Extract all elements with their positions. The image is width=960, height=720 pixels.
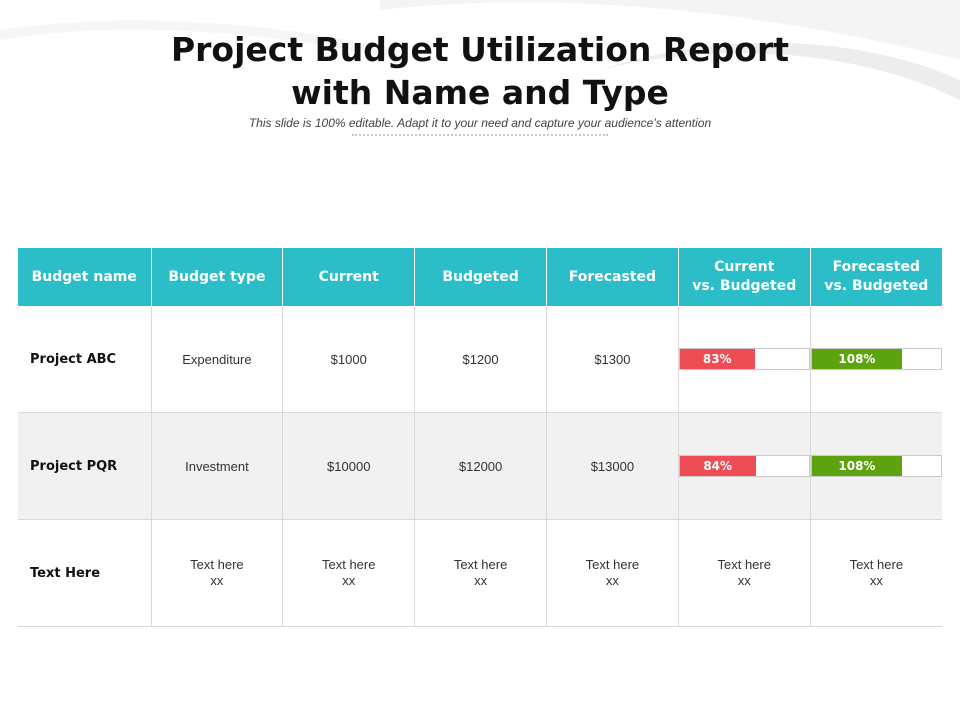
cell-current: $1000 (282, 306, 415, 413)
header-label: Forecasted (832, 259, 920, 275)
header-forecasted-vs-budgeted: Forecasted vs. Budgeted (809, 248, 942, 306)
header-budgeted: Budgeted (414, 248, 547, 306)
subtitle: This slide is 100% editable. Adapt it to… (248, 116, 712, 130)
cell-placeholder: Text here xx (809, 519, 942, 627)
cell-placeholder: Text here xx (150, 519, 283, 627)
cell-placeholder: Text here xx (677, 519, 811, 627)
header-current: Current (282, 248, 415, 306)
header-label: Budget type (168, 268, 266, 285)
placeholder-text: Text here (585, 557, 640, 572)
placeholder-subtext: xx (737, 573, 751, 588)
budget-table: Budget name Budget type Current Budgeted… (18, 248, 942, 627)
cell-budget-type: Investment (150, 412, 283, 520)
cell-budget-name: Project ABC (18, 306, 151, 413)
cell-forecasted-vs-budgeted: 108% (809, 412, 942, 520)
cell-budget-type: Expenditure (150, 306, 283, 413)
cell-placeholder: Text here xx (545, 519, 679, 627)
cell-budget-name: Text Here (18, 519, 151, 627)
title-line-1: Project Budget Utilization Report (170, 30, 790, 69)
progress-bar: 84% (678, 455, 810, 477)
header-label: Current (318, 268, 379, 285)
page-title: Project Budget Utilization Report with N… (0, 28, 960, 114)
table-header-row: Budget name Budget type Current Budgeted… (18, 248, 942, 306)
placeholder-text: Text here (849, 557, 904, 572)
progress-fill: 108% (811, 456, 903, 476)
progress-fill: 84% (679, 456, 756, 476)
cell-current: $10000 (282, 412, 415, 520)
cell-current-vs-budgeted: 83% (677, 306, 811, 413)
cell-budgeted: $1200 (414, 306, 547, 413)
progress-bar: 83% (678, 348, 810, 370)
header-forecasted: Forecasted (545, 248, 679, 306)
placeholder-text: Text here (190, 557, 244, 572)
placeholder-subtext: xx (605, 573, 619, 588)
placeholder-text: Text here (322, 557, 376, 572)
header-label: vs. Budgeted (824, 278, 929, 294)
subtitle-divider (352, 134, 608, 136)
header-label: Budgeted (442, 268, 519, 285)
header-label: Forecasted (568, 268, 657, 285)
placeholder-subtext: xx (474, 573, 488, 588)
header-budget-name: Budget name (18, 248, 151, 306)
progress-bar: 108% (810, 455, 942, 477)
placeholder-subtext: xx (210, 573, 224, 588)
progress-bar: 108% (810, 348, 942, 370)
header-current-vs-budgeted: Current vs. Budgeted (677, 248, 811, 306)
table-row: Project ABC Expenditure $1000 $1200 $130… (18, 306, 942, 413)
cell-forecasted: $13000 (545, 412, 679, 520)
header-label: Current (714, 259, 775, 275)
table-row: Text Here Text here xx Text here xx Text… (18, 519, 942, 627)
cell-placeholder: Text here xx (414, 519, 547, 627)
header-label: vs. Budgeted (692, 278, 797, 294)
cell-placeholder: Text here xx (282, 519, 415, 627)
cell-forecasted: $1300 (545, 306, 679, 413)
cell-budget-name: Project PQR (18, 412, 151, 520)
cell-budgeted: $12000 (414, 412, 547, 520)
header-budget-type: Budget type (150, 248, 283, 306)
title-line-2: with Name and Type (291, 73, 669, 112)
header-label: Budget name (31, 268, 137, 285)
placeholder-text: Text here (453, 557, 508, 572)
cell-current-vs-budgeted: 84% (677, 412, 811, 520)
cell-forecasted-vs-budgeted: 108% (809, 306, 942, 413)
placeholder-subtext: xx (869, 573, 883, 588)
placeholder-subtext: xx (342, 573, 356, 588)
progress-fill: 108% (811, 349, 903, 369)
progress-fill: 83% (679, 349, 755, 369)
placeholder-text: Text here (717, 557, 771, 572)
table-row: Project PQR Investment $10000 $12000 $13… (18, 412, 942, 520)
